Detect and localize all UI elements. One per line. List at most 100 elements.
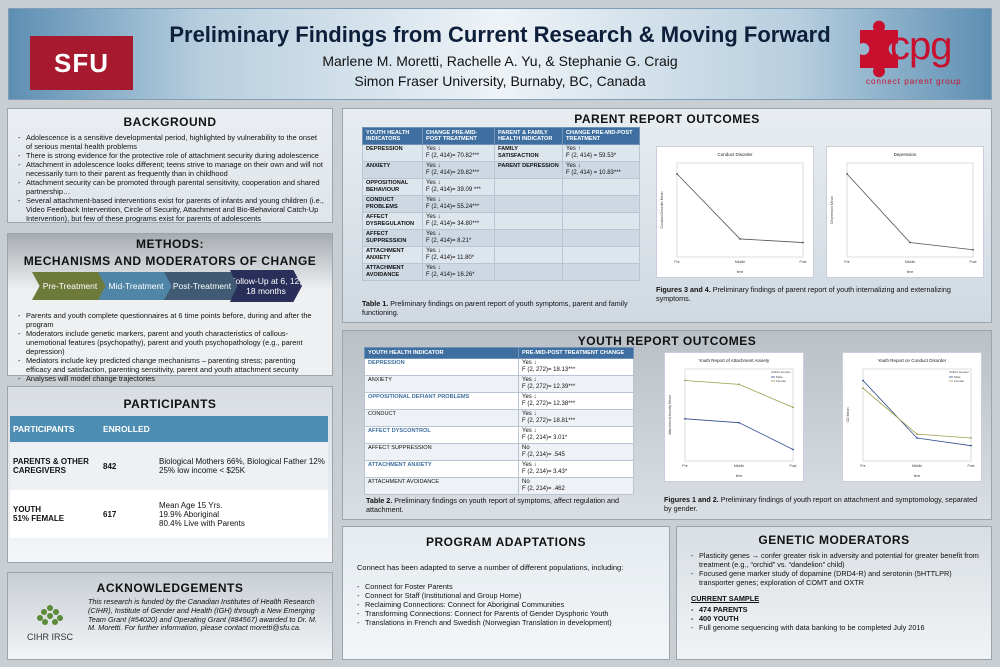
figures-3-4-caption: Figures 3 and 4. Preliminary findings of…: [656, 285, 976, 303]
background-panel: BACKGROUND Adolescence is a sensitive de…: [7, 108, 333, 223]
data-point: [676, 172, 678, 175]
program-title: PROGRAM ADAPTATIONS: [426, 535, 586, 549]
list-item: Plasticity genes → confer greater risk i…: [691, 551, 987, 569]
data-point: [738, 383, 740, 386]
table-cell: Yes ↓ F (2, 414)= 55.24***: [422, 195, 495, 213]
cpg-logo: cpg: [890, 24, 952, 68]
detail-line: Biological Mothers 66%, Biological Fathe…: [159, 457, 325, 466]
label-line: 51% FEMALE: [13, 514, 65, 523]
methods-list: Parents and youth complete questionnaire…: [10, 311, 330, 383]
data-point: [916, 437, 918, 439]
figure-attachment-anxiety: Youth Report of Attachment Anxiety time At…: [664, 352, 804, 482]
table-cell: Yes ↓ F (2, 414)= 34.80***: [422, 212, 495, 230]
genetic-title: GENETIC MODERATORS: [758, 533, 910, 547]
series-line: [846, 173, 974, 251]
list-item: There is strong evidence for the protect…: [18, 151, 324, 160]
caption-text: Preliminary findings of youth report on …: [664, 495, 978, 513]
table-cell: [562, 263, 640, 281]
x-tick-label: Post: [969, 260, 976, 264]
x-tick-label: Pre: [674, 260, 680, 264]
cell-line: Yes ↓: [522, 428, 537, 434]
x-tick-label: Pre: [860, 464, 866, 468]
x-axis-label: time: [736, 474, 743, 478]
table-cell: DEPRESSION: [364, 358, 519, 376]
legend-label: Female: [954, 379, 964, 383]
list-item: Several attachment-based interventions e…: [18, 196, 324, 223]
list-item: Adolescence is a sensitive developmental…: [18, 133, 324, 151]
cell-line: F (2, 414)= 34.80***: [426, 221, 480, 227]
step-follow-up: Follow-Up at 6, 12, 18 months: [230, 270, 302, 302]
cell-line: F (2, 272)= 18.13***: [522, 367, 576, 373]
detail-line: 80.4% Live with Parents: [159, 518, 245, 528]
series-line: [862, 387, 972, 439]
data-point: [862, 379, 864, 382]
poster-header: [8, 8, 992, 100]
table-cell: OPPOSITIONAL DEFIANT PROBLEMS: [364, 392, 519, 410]
cell-line: F (2, 414)= 39.09 ***: [426, 187, 481, 193]
table-cell: ATTACHMENT AVOIDANCE: [364, 477, 519, 495]
cell-line: Yes ↓: [426, 248, 441, 254]
cell-line: ATTACHMENT AVOIDANCE: [366, 265, 405, 278]
table1-caption: Table 1. Preliminary findings on parent …: [362, 299, 652, 317]
y-axis-label: Depression Mean: [830, 196, 834, 223]
table-row: AFFECT DYSCONTROL Yes ↓ F (2, 214)= 3.01*: [364, 426, 634, 444]
detail-line: 19.9% Aboriginal: [159, 509, 220, 519]
table-row: YOUTH 51% FEMALE 617 Mean Age 15 Yrs. 19…: [10, 490, 328, 538]
data-point: [846, 172, 848, 175]
table-cell: Yes ↑ F (2, 414) = 59.53*: [562, 144, 640, 162]
data-point: [972, 248, 974, 251]
participant-label: PARENTS & OTHER CAREGIVERS: [10, 442, 100, 490]
caption-label: Figures 1 and 2.: [664, 495, 719, 504]
data-point: [684, 379, 686, 382]
table-row: AFFECT SUPPRESSION No F (2, 214)= .545: [364, 443, 634, 461]
cell-line: ATTACHMENT ANXIETY: [366, 248, 405, 261]
cell-line: ANXIETY: [366, 163, 391, 169]
cell-line: PARENT DEPRESSION: [498, 163, 559, 169]
step-post-treatment: Post-Treatment: [164, 272, 240, 300]
table-cell: No F (2, 214)= .545: [518, 443, 634, 461]
table-row: AFFECT DYSREGULATION Yes ↓ F (2, 414)= 34.…: [362, 212, 640, 230]
table-cell: [562, 229, 640, 247]
table-cell: [494, 212, 563, 230]
cell-line: CONDUCT PROBLEMS: [366, 197, 398, 210]
table-cell: CONDUCT: [364, 409, 519, 427]
table-cell: Yes ↓ F (2, 414)= 29.82***: [422, 161, 495, 179]
x-tick-label: Post: [789, 464, 796, 468]
step-mid-treatment: Mid-Treatment: [98, 272, 174, 300]
cell-line: F (2, 272)= 12.38***: [522, 401, 576, 407]
x-tick-label: Post: [799, 260, 806, 264]
participant-label: YOUTH 51% FEMALE: [10, 490, 100, 538]
chart-title: Youth Report on Conduct Disorder: [878, 358, 947, 363]
table-row: AFFECT SUPPRESSION Yes ↓ F (2, 414)= 8.21*: [362, 229, 640, 247]
detail-line: 25% low income < $25K: [159, 466, 246, 475]
data-point: [802, 241, 804, 244]
cell-line: No: [522, 445, 530, 451]
series-line: [862, 380, 972, 447]
x-axis-label: time: [907, 270, 914, 274]
cell-line: Yes ↓: [522, 462, 537, 468]
plot-frame: [676, 162, 804, 258]
youth-report-table: YOUTH HEALTH INDICATOR PRE-MID-POST TREA…: [364, 347, 634, 495]
data-point: [792, 448, 794, 451]
table-cell: [494, 178, 563, 196]
table-cell: [562, 178, 640, 196]
list-item: Translations in French and Swedish (Norw…: [357, 618, 612, 627]
puzzle-piece-icon: [860, 20, 898, 78]
cell-line: FAMILY SATISFACTION: [498, 146, 539, 159]
cell-line: Yes ↓: [426, 146, 441, 152]
table-header: PARTICIPANTS: [10, 416, 100, 442]
legend-label: Female: [776, 379, 786, 383]
poster-title: Preliminary Findings from Current Resear…: [169, 22, 831, 47]
table-row: OPPOSITIONAL DEFIANT PROBLEMS Yes ↓ F (2, …: [364, 392, 634, 410]
table-cell: No F (2, 214)= .462: [518, 477, 634, 495]
table-cell: AFFECT DYSREGULATION: [362, 212, 423, 230]
participants-table: PARTICIPANTS ENROLLED PARENTS & OTHER CA…: [10, 416, 328, 538]
data-point: [970, 444, 972, 447]
data-point: [909, 241, 911, 244]
table-cell: [562, 246, 640, 264]
table-cell: Yes ↓ F (2, 414)= 11.80*: [422, 246, 495, 264]
table-row: PARENTS & OTHER CAREGIVERS 842 Biologica…: [10, 442, 328, 490]
list-item: 400 YOUTH: [691, 614, 987, 623]
x-tick-label: Middle: [912, 464, 922, 468]
table-row: CONDUCT PROBLEMS Yes ↓ F (2, 414)= 55.24**…: [362, 195, 640, 213]
